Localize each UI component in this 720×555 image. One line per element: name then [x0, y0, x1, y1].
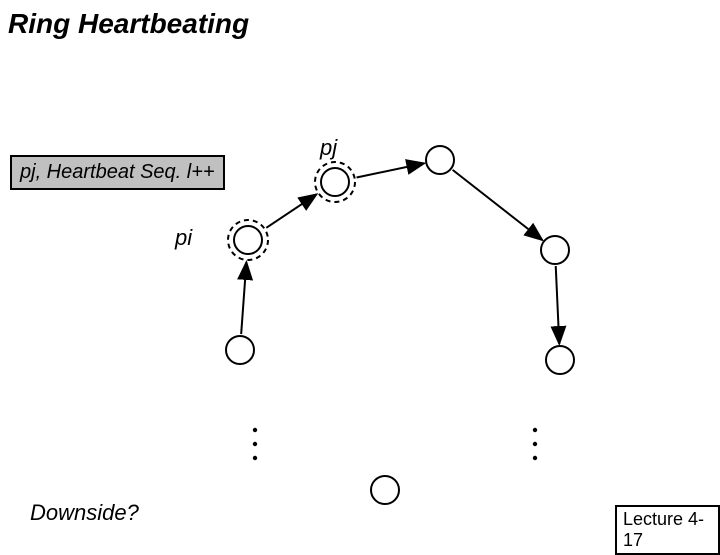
- ring-diagram: [0, 0, 720, 540]
- downside-text: Downside?: [30, 500, 139, 526]
- lecture-number: Lecture 4-17: [615, 505, 720, 555]
